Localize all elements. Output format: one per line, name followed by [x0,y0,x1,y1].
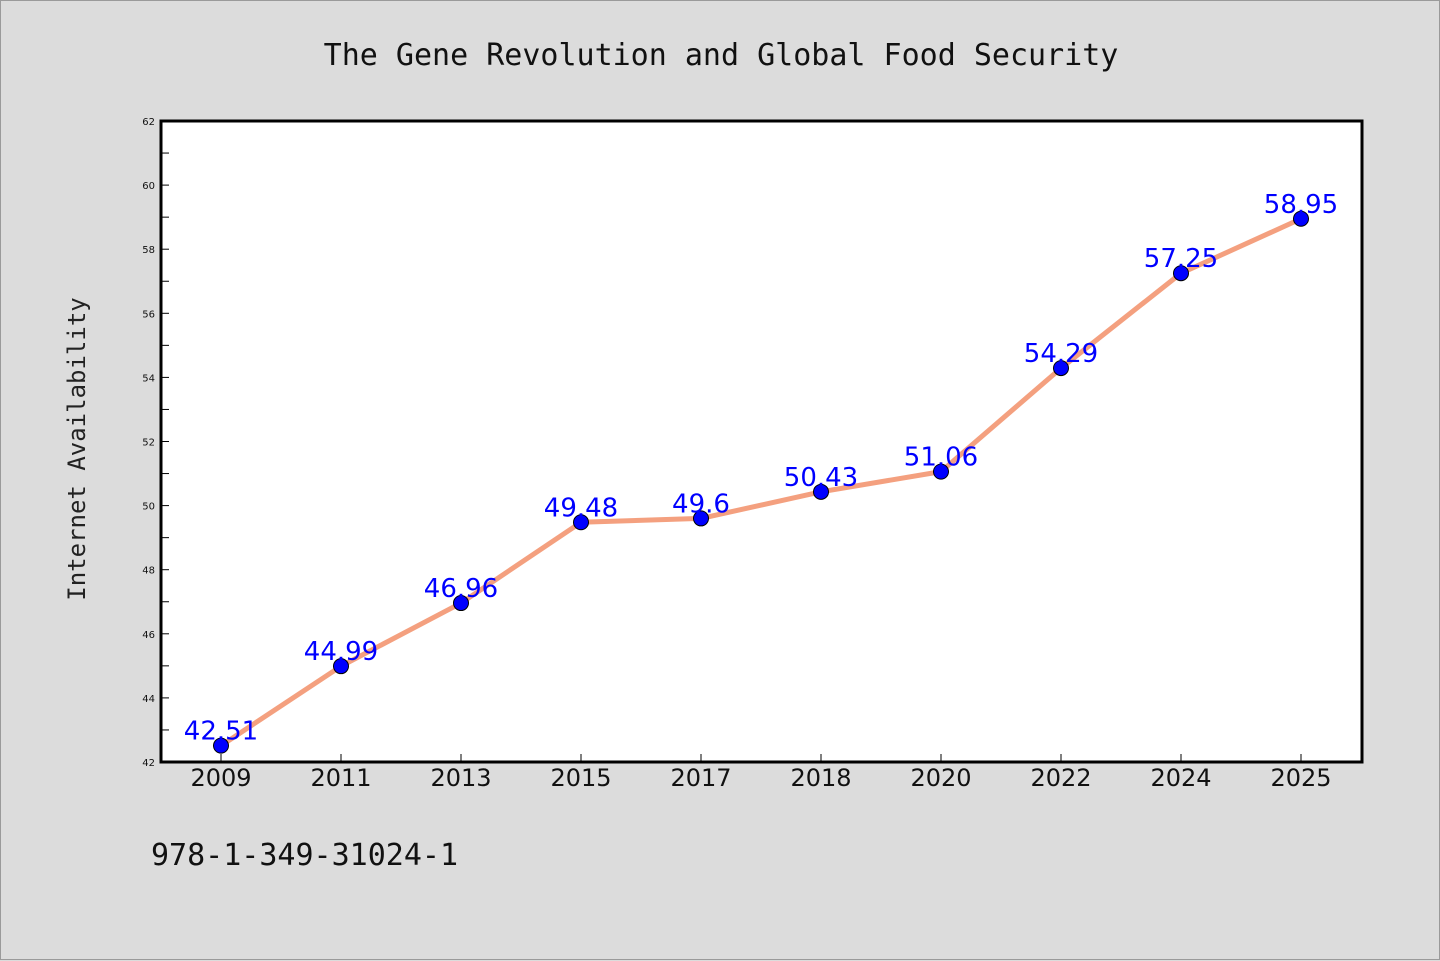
x-axis-ticks: 2009 2011 2013 2015 2017 2018 2020 2022 2024 2025 [190,754,1332,792]
data-point [813,483,829,500]
x-tick-label: 2017 [670,764,731,792]
y-tick-label: 54 [142,373,155,384]
x-tick-label: 2024 [1150,764,1211,792]
y-tick-label: 62 [142,117,155,128]
y-axis-label: Internet Availability [63,297,91,600]
y-tick-label: 44 [142,694,155,705]
y-tick-label: 56 [142,309,155,320]
y-tick-label: 60 [142,181,155,192]
x-tick-label: 2020 [910,764,971,792]
x-tick-label: 2018 [790,764,851,792]
data-label: 51.06 [904,443,978,473]
data-label: 49.48 [544,493,618,523]
data-label: 57.25 [1144,244,1218,274]
x-tick-label: 2013 [430,764,491,792]
y-tick-label: 58 [142,245,155,256]
y-tick-label: 46 [142,630,155,641]
data-label: 50.43 [784,463,858,493]
data-label: 54.29 [1024,339,1098,369]
data-label: 42.51 [184,717,258,747]
chart-title: The Gene Revolution and Global Food Secu… [324,38,1119,73]
x-tick-label: 2009 [190,764,251,792]
data-point [933,463,949,480]
data-point [693,510,709,527]
data-label: 46.96 [424,574,498,604]
data-point [333,658,349,675]
x-tick-label: 2022 [1030,764,1091,792]
isbn-footer: 978-1-349-31024-1 [151,838,458,873]
x-tick-label: 2011 [310,764,371,792]
data-point [1293,210,1309,227]
data-point [213,737,229,754]
data-label: 58.95 [1264,190,1338,220]
data-label: 44.99 [304,637,378,667]
y-tick-label: 42 [142,758,155,769]
data-point [573,514,589,531]
data-label: 49.6 [672,489,730,519]
x-tick-label: 2015 [550,764,611,792]
y-tick-label: 52 [142,438,155,449]
series-layer: 42.51 44.99 46.96 49.48 49.6 50.43 51.06 54.29 5… [184,190,1338,754]
data-point [1173,265,1189,282]
y-tick-label: 50 [142,502,155,513]
y-axis-ticks: 42 44 46 48 50 52 54 56 58 60 62 [142,117,169,769]
y-tick-label: 48 [142,566,155,577]
data-point [453,595,469,612]
series-line [218,216,1304,749]
x-tick-label: 2025 [1270,764,1331,792]
data-point [1053,360,1069,377]
